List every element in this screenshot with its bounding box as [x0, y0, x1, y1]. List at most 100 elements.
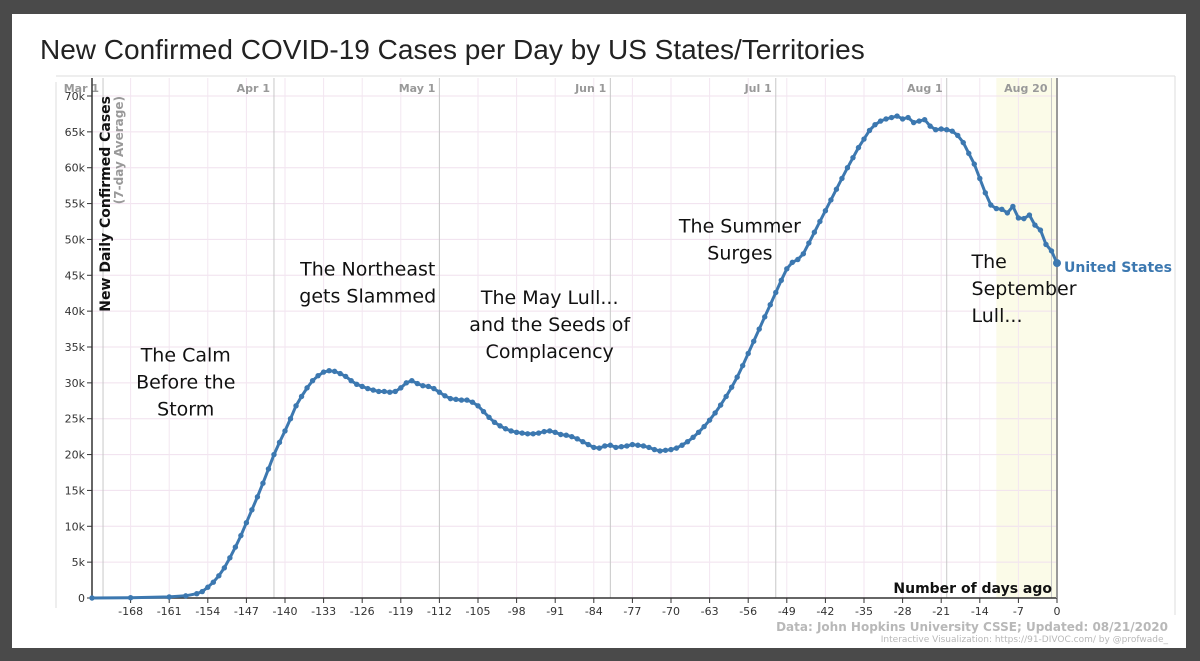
data-point[interactable]: [249, 507, 255, 513]
data-point[interactable]: [938, 126, 944, 132]
data-point[interactable]: [1032, 222, 1038, 228]
data-point[interactable]: [254, 494, 261, 500]
data-point[interactable]: [298, 393, 305, 400]
data-point[interactable]: [414, 380, 421, 387]
data-point[interactable]: [695, 429, 702, 436]
data-point[interactable]: [629, 441, 636, 448]
data-point[interactable]: [690, 434, 696, 441]
data-point[interactable]: [238, 532, 244, 539]
data-point[interactable]: [497, 423, 503, 429]
data-point[interactable]: [640, 443, 647, 449]
data-point[interactable]: [784, 266, 790, 272]
data-point[interactable]: [894, 113, 900, 119]
data-point[interactable]: [944, 127, 950, 133]
data-point[interactable]: [221, 565, 228, 571]
data-point[interactable]: [552, 429, 558, 436]
data-point[interactable]: [353, 381, 360, 387]
data-point[interactable]: [899, 116, 906, 122]
data-point[interactable]: [861, 136, 867, 142]
data-point[interactable]: [739, 362, 746, 369]
data-point[interactable]: [651, 446, 658, 453]
data-point[interactable]: [276, 439, 283, 446]
data-point[interactable]: [789, 259, 796, 266]
data-point[interactable]: [569, 433, 575, 440]
data-point[interactable]: [431, 385, 437, 392]
data-point[interactable]: [210, 579, 217, 585]
data-point[interactable]: [1015, 215, 1022, 221]
data-point[interactable]: [800, 251, 807, 257]
data-point[interactable]: [844, 165, 851, 171]
data-point[interactable]: [668, 446, 674, 453]
data-point[interactable]: [701, 423, 707, 430]
data-point[interactable]: [850, 154, 856, 161]
data-point[interactable]: [618, 443, 625, 450]
data-point[interactable]: [519, 430, 525, 436]
data-point[interactable]: [833, 186, 840, 192]
data-point[interactable]: [817, 218, 823, 225]
data-point[interactable]: [932, 127, 939, 133]
data-point[interactable]: [486, 414, 492, 420]
data-point[interactable]: [960, 139, 966, 146]
data-point[interactable]: [365, 385, 371, 392]
series-label-united-states[interactable]: United States: [1064, 260, 1172, 276]
data-point[interactable]: [916, 118, 922, 124]
data-point[interactable]: [927, 123, 933, 129]
data-point[interactable]: [1010, 203, 1016, 210]
data-point[interactable]: [1048, 248, 1055, 254]
data-point[interactable]: [315, 372, 321, 379]
data-point[interactable]: [442, 393, 448, 399]
data-point[interactable]: [1043, 241, 1049, 248]
data-point[interactable]: [905, 114, 911, 121]
data-point[interactable]: [684, 438, 691, 445]
data-point[interactable]: [348, 378, 354, 384]
data-point[interactable]: [883, 116, 889, 122]
data-point[interactable]: [778, 277, 784, 284]
data-point[interactable]: [966, 150, 972, 157]
data-point[interactable]: [359, 383, 365, 390]
data-point[interactable]: [585, 441, 591, 448]
data-point[interactable]: [646, 444, 652, 451]
data-point[interactable]: [767, 301, 773, 308]
data-point[interactable]: [602, 443, 608, 449]
data-point[interactable]: [563, 432, 569, 438]
data-point[interactable]: [734, 374, 740, 380]
data-point[interactable]: [447, 395, 454, 402]
data-point[interactable]: [326, 367, 332, 374]
data-point[interactable]: [822, 208, 829, 214]
data-point[interactable]: [993, 205, 1000, 212]
data-point[interactable]: [513, 429, 520, 436]
data-point[interactable]: [706, 417, 713, 423]
data-point[interactable]: [260, 480, 266, 486]
data-point[interactable]: [999, 206, 1005, 213]
data-point[interactable]: [910, 119, 917, 126]
data-point[interactable]: [971, 161, 977, 167]
data-point[interactable]: [574, 436, 580, 442]
data-point[interactable]: [183, 593, 189, 599]
data-point[interactable]: [828, 197, 834, 203]
data-point[interactable]: [265, 466, 272, 472]
data-point[interactable]: [723, 393, 729, 400]
data-point[interactable]: [89, 595, 95, 601]
data-point[interactable]: [127, 595, 134, 601]
data-point[interactable]: [370, 387, 376, 393]
data-point[interactable]: [888, 114, 895, 121]
data-point[interactable]: [508, 428, 514, 434]
data-point[interactable]: [232, 544, 239, 550]
data-point[interactable]: [613, 444, 619, 451]
data-point[interactable]: [420, 383, 426, 389]
data-point[interactable]: [541, 428, 547, 435]
data-point[interactable]: [977, 175, 983, 182]
data-point[interactable]: [271, 451, 277, 458]
data-point[interactable]: [409, 378, 415, 384]
data-point[interactable]: [436, 389, 443, 395]
data-point[interactable]: [596, 445, 603, 451]
data-point[interactable]: [282, 428, 288, 434]
data-point[interactable]: [480, 408, 487, 415]
data-point[interactable]: [535, 430, 542, 436]
data-point[interactable]: [1004, 210, 1011, 216]
data-point[interactable]: [309, 378, 316, 384]
data-point[interactable]: [243, 520, 250, 526]
data-point[interactable]: [679, 442, 685, 448]
data-point[interactable]: [877, 118, 884, 124]
data-point[interactable]: [795, 256, 801, 263]
